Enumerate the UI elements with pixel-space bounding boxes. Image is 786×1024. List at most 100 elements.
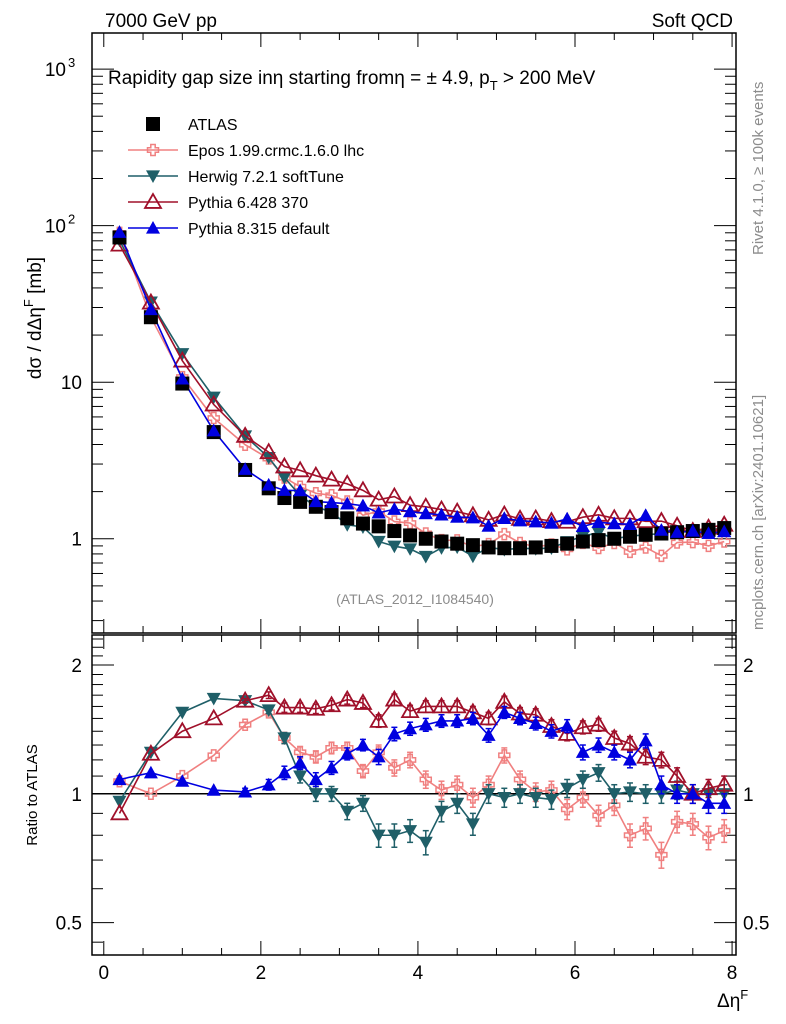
main-point-py6 [321, 469, 342, 487]
ratio-point-epos [623, 829, 637, 842]
main-point-herwig [371, 535, 386, 549]
ratio-point-py8 [497, 705, 512, 718]
main-point-atlas [513, 541, 528, 556]
main-point-epos [623, 545, 637, 559]
ratio-point-py6 [714, 774, 734, 792]
main-point-py8 [371, 505, 386, 519]
ratio-point-herwig [206, 692, 221, 706]
x-tick-label: 2 [256, 963, 267, 984]
y-tick-label-exp: 3 [68, 55, 75, 70]
legend-label: Pythia 8.315 default [188, 221, 330, 238]
ratio-point-herwig [513, 788, 528, 801]
y-axis-label-main: dσ / dΔη [25, 307, 46, 379]
ratio-point-py8 [513, 711, 528, 725]
legend-marker-atlas [146, 117, 160, 131]
ratio-point-herwig [528, 791, 543, 805]
main-point-py8 [293, 483, 308, 497]
ratio-point-herwig [591, 767, 606, 780]
main-point-py8 [638, 508, 653, 521]
ratio-point-py6 [306, 698, 326, 716]
main-point-herwig [591, 526, 606, 540]
ratio-point-py8 [206, 783, 221, 796]
main-point-epos [717, 535, 731, 548]
plot-title: Rapidity gap size inη starting fromη = ±… [108, 68, 596, 93]
ratio-point-py8 [340, 746, 355, 760]
main-point-py8 [403, 504, 418, 518]
y-axis-label-sup: F [21, 299, 36, 307]
ratio-point-py8 [112, 772, 127, 786]
main-point-py8 [238, 462, 253, 475]
ratio-point-py8 [371, 749, 386, 763]
main-point-py8 [434, 507, 449, 521]
ratio-point-py8 [654, 777, 669, 791]
y-tick-label: 10 [45, 60, 66, 81]
ratio-point-epos [639, 822, 652, 835]
ratio-point-epos [592, 809, 605, 822]
main-point-epos [639, 541, 652, 554]
legend-item-py8: Pythia 8.315 default [128, 221, 330, 238]
ratio-point-py6 [447, 696, 467, 714]
title-part-c: starting from [283, 68, 394, 89]
ratio-y-tick-label-right: 2 [743, 656, 754, 677]
ratio-point-herwig [340, 805, 355, 819]
title-part-d: η = ± 4.9, p [394, 68, 489, 89]
main-point-herwig [277, 472, 292, 485]
ratio-y-tick-label-left: 0.5 [56, 914, 82, 935]
ratio-point-herwig [434, 805, 449, 819]
ratio-point-herwig [277, 732, 292, 746]
legend-item-herwig: Herwig 7.2.1 softTune [128, 169, 344, 186]
ratio-point-py8 [638, 733, 653, 747]
ratio-point-py8 [418, 717, 433, 731]
ratio-point-epos [144, 787, 158, 801]
legend-item-epos: Epos 1.99.crmc.1.6.0 lhc [128, 143, 364, 160]
ratio-point-py6 [259, 685, 279, 703]
main-point-py6 [274, 456, 294, 474]
y-tick-label: 10 [45, 217, 66, 238]
ratio-point-py6 [667, 766, 687, 783]
main-point-py6 [235, 426, 255, 443]
main-data [109, 225, 734, 564]
ratio-data [109, 685, 734, 869]
main-point-py8 [340, 496, 355, 510]
main-point-atlas [528, 540, 543, 555]
ratio-point-epos [498, 749, 511, 762]
ratio-point-herwig [638, 788, 653, 801]
ratio-point-py6 [604, 728, 624, 745]
ratio-point-py6 [204, 708, 224, 726]
legend-marker-epos [146, 143, 160, 157]
ratio-point-herwig [261, 704, 276, 717]
main-point-atlas [560, 536, 575, 551]
ratio-point-herwig [418, 836, 433, 850]
ratio-point-herwig [112, 795, 127, 809]
ratio-point-py8 [607, 745, 622, 758]
ratio-y-axis-label: Ratio to ATLAS [24, 744, 41, 845]
main-point-atlas [575, 534, 590, 549]
main-point-py6 [369, 489, 389, 507]
main-point-herwig [403, 543, 418, 556]
ratio-point-herwig [560, 782, 575, 796]
ratio-point-py8 [434, 713, 449, 727]
main-point-py8 [560, 511, 575, 525]
ratio-point-py8 [293, 756, 308, 769]
ratio-point-py8 [403, 721, 418, 735]
title-subscript: T [490, 78, 498, 93]
title-part-a: Rapidity gap size in [108, 68, 273, 89]
main-point-py8 [143, 302, 158, 316]
ratio-point-py6 [235, 690, 255, 708]
main-point-py8 [355, 498, 370, 512]
ratio-point-py8 [560, 719, 575, 732]
x-axis-label: ΔηF [717, 987, 748, 1012]
main-point-py8 [575, 519, 590, 532]
main-point-atlas [497, 541, 512, 556]
ratio-point-py8 [261, 777, 276, 791]
ratio-point-herwig [497, 791, 512, 805]
legend-label: ATLAS [188, 117, 238, 134]
ratio-point-epos [702, 831, 715, 844]
main-point-atlas [638, 527, 653, 542]
main-point-py8 [465, 510, 480, 524]
main-point-py8 [497, 511, 512, 525]
mcplots-label: mcplots.cern.ch [arXiv:2401.10621] [750, 395, 767, 630]
ratio-point-py8 [685, 786, 700, 800]
main-point-atlas [387, 524, 402, 539]
ratio-point-py6 [321, 695, 342, 713]
